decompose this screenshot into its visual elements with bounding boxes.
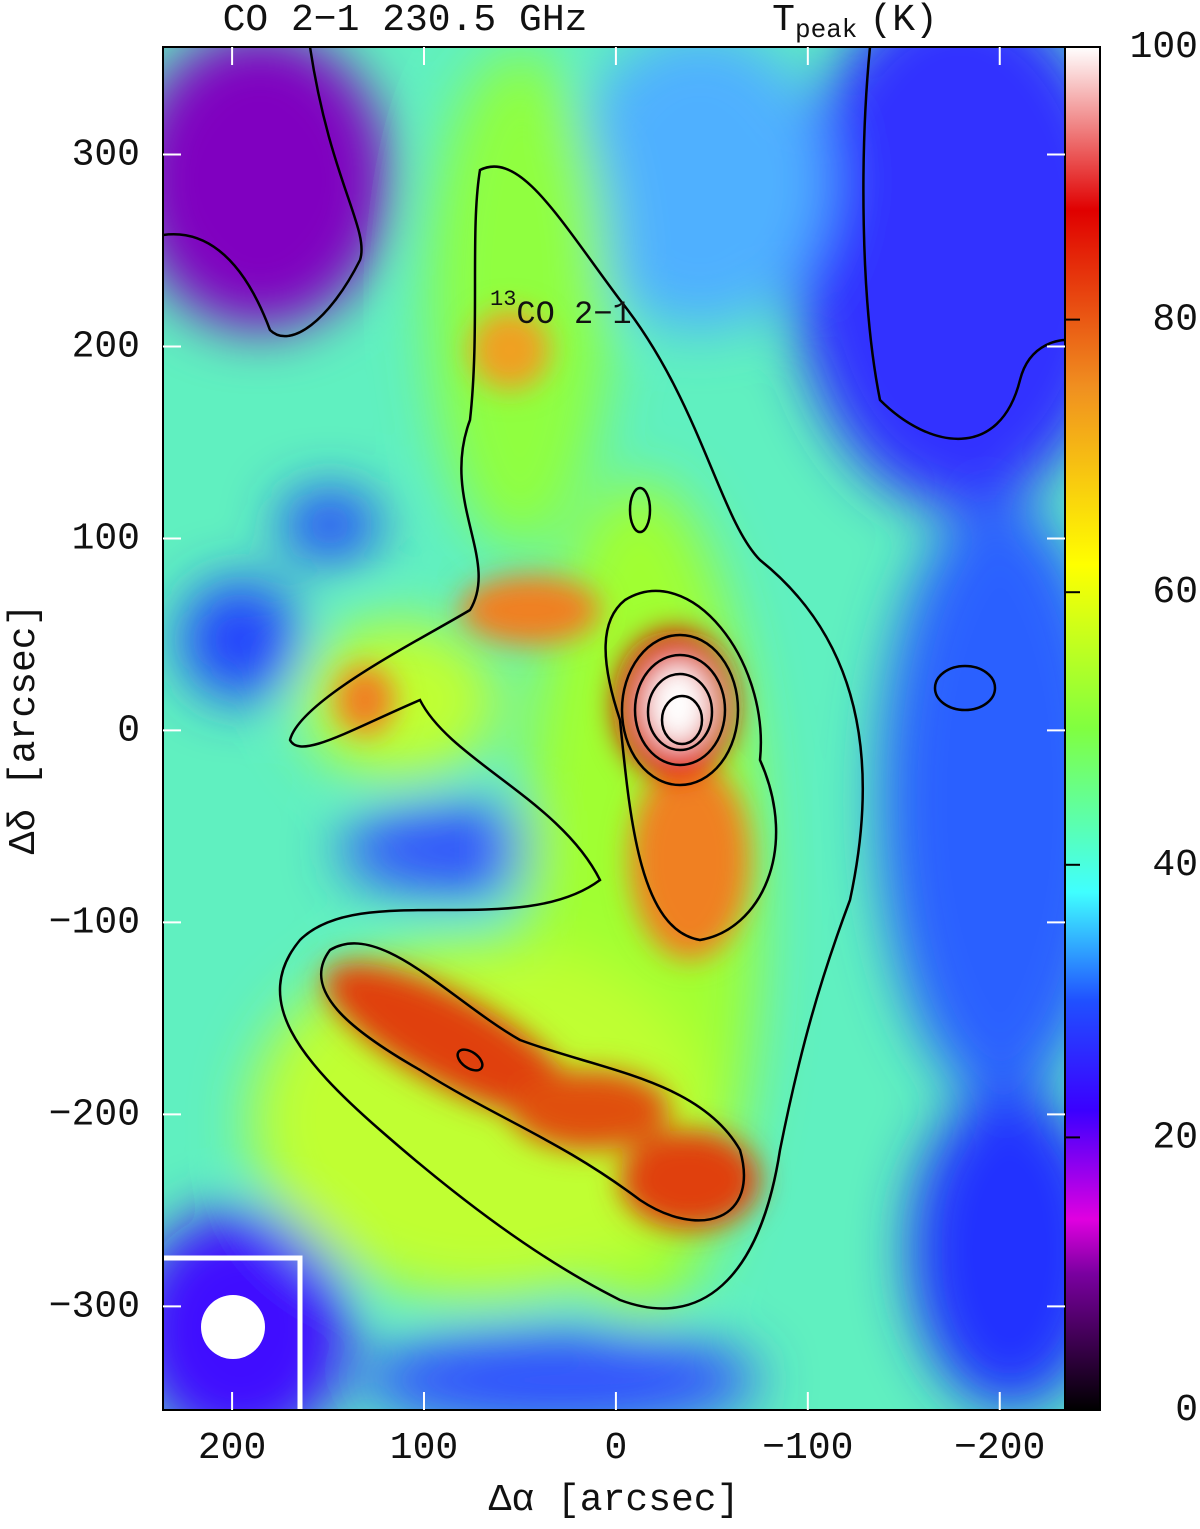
x-axis-label: Δα [arcsec] <box>489 1479 740 1522</box>
y-tick-label: −300 <box>49 1285 140 1328</box>
y-tick-label: 200 <box>72 326 140 369</box>
colorbar <box>1064 46 1101 1411</box>
beam <box>201 1295 265 1359</box>
chart-title: CO 2−1 230.5 GHz <box>223 0 588 42</box>
x-tick-label: −100 <box>762 1427 853 1470</box>
x-tick-label: −200 <box>954 1427 1045 1470</box>
colorbar-tick-label: 0 <box>1175 1389 1198 1432</box>
colorbar-title: Tpeak (K) <box>772 0 938 45</box>
contours <box>163 47 1065 1310</box>
y-tick-label: 100 <box>72 517 140 560</box>
y-tick-label: −100 <box>49 901 140 944</box>
y-tick-label: −200 <box>49 1093 140 1136</box>
colorbar-tick-label: 40 <box>1152 844 1198 887</box>
colorbar-tick-label: 60 <box>1152 571 1198 614</box>
colorbar-tick-label: 20 <box>1152 1116 1198 1159</box>
beam-box <box>163 1255 303 1410</box>
x-tick-label: 200 <box>198 1427 266 1470</box>
map-image <box>163 47 1065 1410</box>
y-axis-label: Δδ [arcsec] <box>3 604 46 855</box>
x-tick-label: 100 <box>390 1427 458 1470</box>
x-tick-label: 0 <box>605 1427 628 1470</box>
annotation: 13CO 2−1 <box>490 287 632 334</box>
y-tick-label: 0 <box>117 709 140 752</box>
colorbar-tick-label: 80 <box>1152 299 1198 342</box>
y-tick-label: 300 <box>72 134 140 177</box>
colorbar-tick-label: 100 <box>1130 26 1198 69</box>
